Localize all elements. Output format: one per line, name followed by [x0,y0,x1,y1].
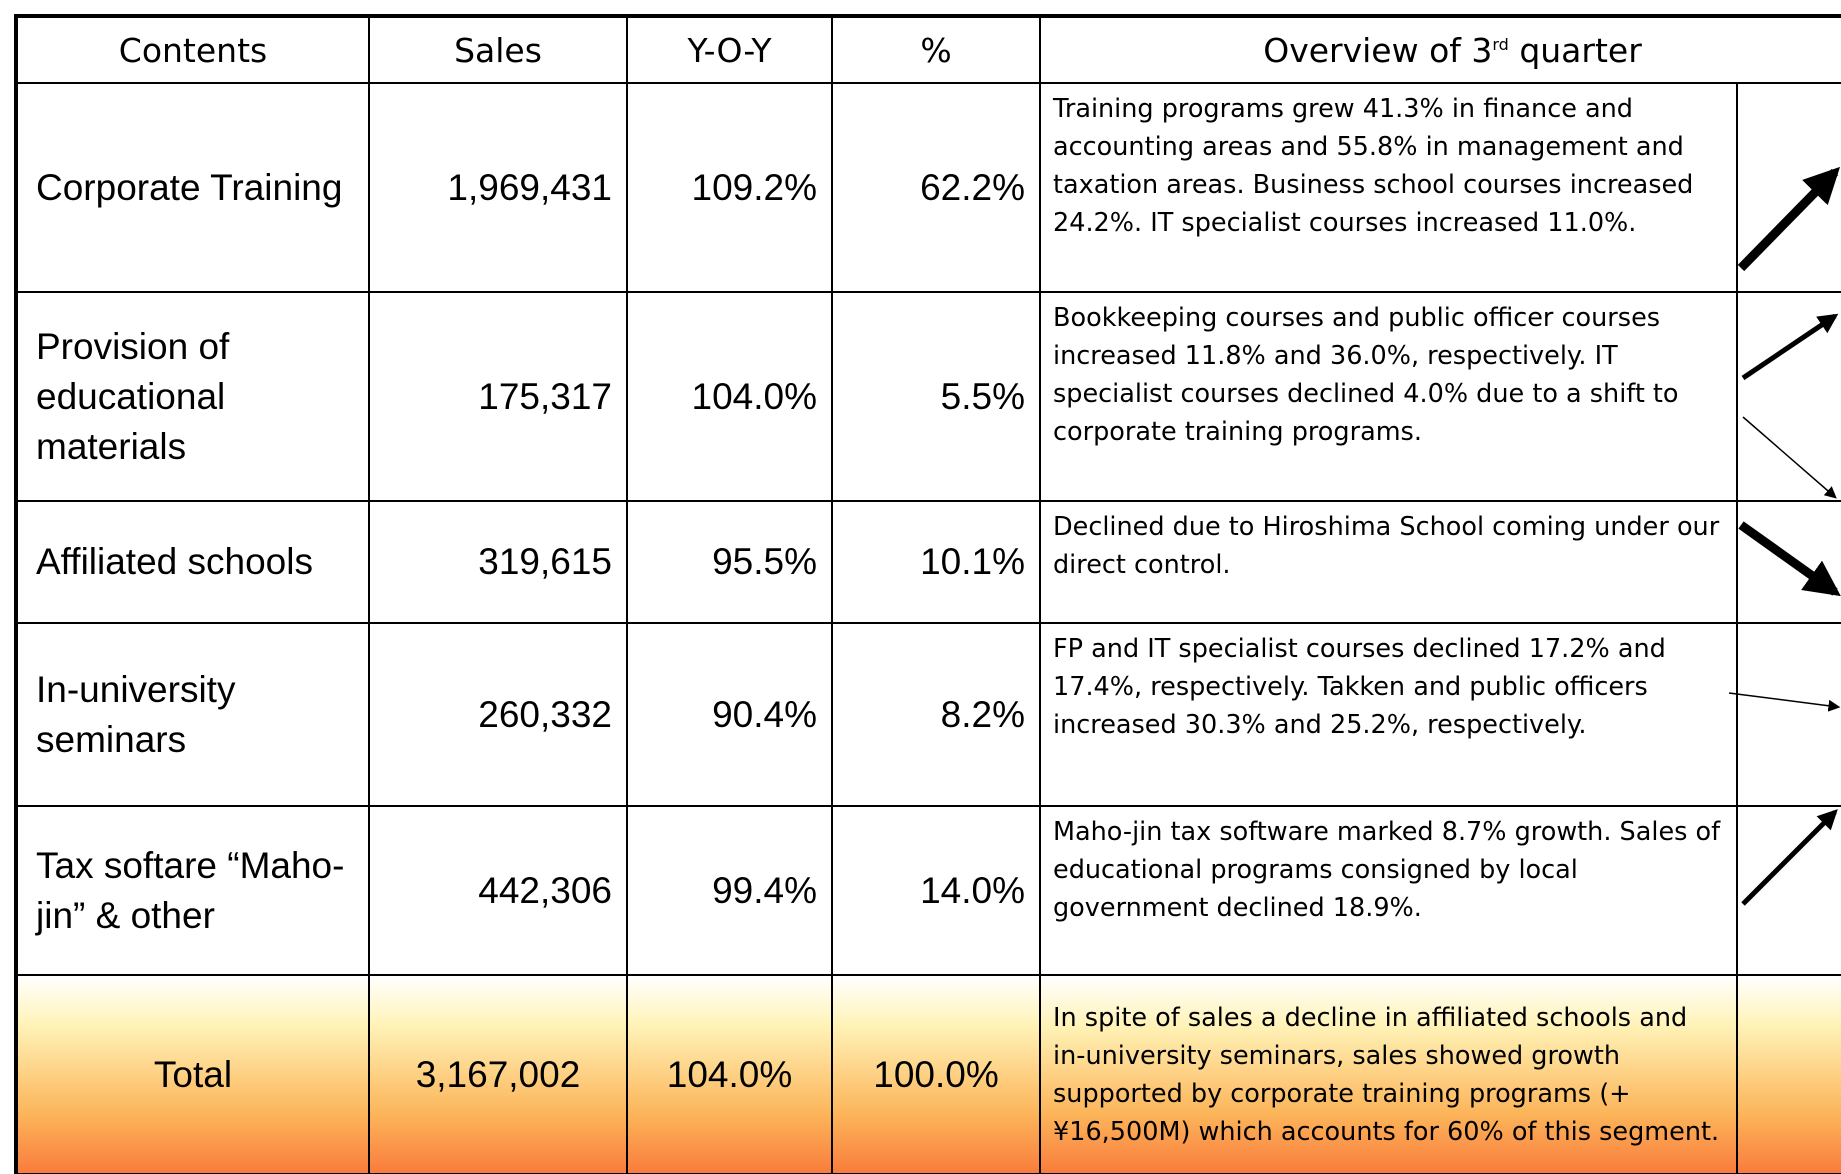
sales-cell: 442,306 [368,805,628,976]
share-cell: 10.1% [831,500,1041,624]
sales-cell: 260,332 [368,622,628,807]
share-cell: 14.0% [831,805,1041,976]
contents-cell: Affiliated schools [15,500,370,624]
sales-cell: 1,969,431 [368,82,628,293]
data-row: Tax softare “Maho-jin” & other 442,306 99.… [15,805,1841,976]
overview-cell: Training programs grew 41.3% in finance … [1039,82,1738,293]
header-cell: Overview of 3rd quarter [1039,15,1841,84]
trend-arrow [1737,166,1841,272]
data-row: Affiliated schools 319,615 95.5% 10.1% Decli… [15,500,1841,624]
header-text: Overview of 3 [1263,30,1493,70]
header-cell: Sales [368,15,628,84]
yoy-cell: 99.4% [626,805,833,976]
yoy-cell: 104.0% [626,974,833,1174]
header-cell: % [831,15,1041,84]
total-row: Total 3,167,002 104.0% 100.0% In spite of sa… [15,974,1841,1174]
yoy-cell: 95.5% [626,500,833,624]
overview-cell: Declined due to Hiroshima School coming … [1039,500,1738,624]
data-row: Provision of educational materials 175,31… [15,291,1841,502]
share-cell: 100.0% [831,974,1041,1174]
header-text: quarter [1508,30,1642,70]
sales-cell: 175,317 [368,291,628,502]
sales-table: Contents Sales Y-O-Y % Overview of 3rd q… [14,14,1841,1174]
contents-cell: Corporate Training [15,82,370,293]
header-sup: rd [1492,34,1509,54]
header-cell: Y-O-Y [626,15,833,84]
data-row: Corporate Training 1,969,431 109.2% 62.2% Tr… [15,82,1841,293]
yoy-cell: 109.2% [626,82,833,293]
share-cell: 5.5% [831,291,1041,502]
trend-arrow [1738,521,1841,597]
data-row: In-university seminars 260,332 90.4% 8.2% FP… [15,622,1841,807]
trend-cell [1736,974,1841,1174]
trend-cell [1736,622,1841,807]
sales-cell: 3,167,002 [368,974,628,1174]
trend-arrow [1741,809,1838,906]
trend-arrow [1742,416,1837,499]
contents-cell: Total [15,974,370,1174]
trend-cell [1736,291,1841,502]
share-cell: 62.2% [831,82,1041,293]
trend-arrow [1741,313,1839,381]
contents-cell: In-university seminars [15,622,370,807]
contents-cell: Tax softare “Maho-jin” & other [15,805,370,976]
yoy-cell: 104.0% [626,291,833,502]
yoy-cell: 90.4% [626,622,833,807]
contents-cell: Provision of educational materials [15,291,370,502]
overview-cell: Bookkeeping courses and public officer c… [1039,291,1738,502]
header-row: Contents Sales Y-O-Y % Overview of 3rd q… [15,15,1841,84]
overview-cell: FP and IT specialist courses declined 17… [1039,622,1738,807]
overview-cell: Maho-jin tax software marked 8.7% growth… [1039,805,1738,976]
header-cell: Contents [15,15,370,84]
sales-cell: 319,615 [368,500,628,624]
trend-arrow [1728,692,1841,712]
share-cell: 8.2% [831,622,1041,807]
